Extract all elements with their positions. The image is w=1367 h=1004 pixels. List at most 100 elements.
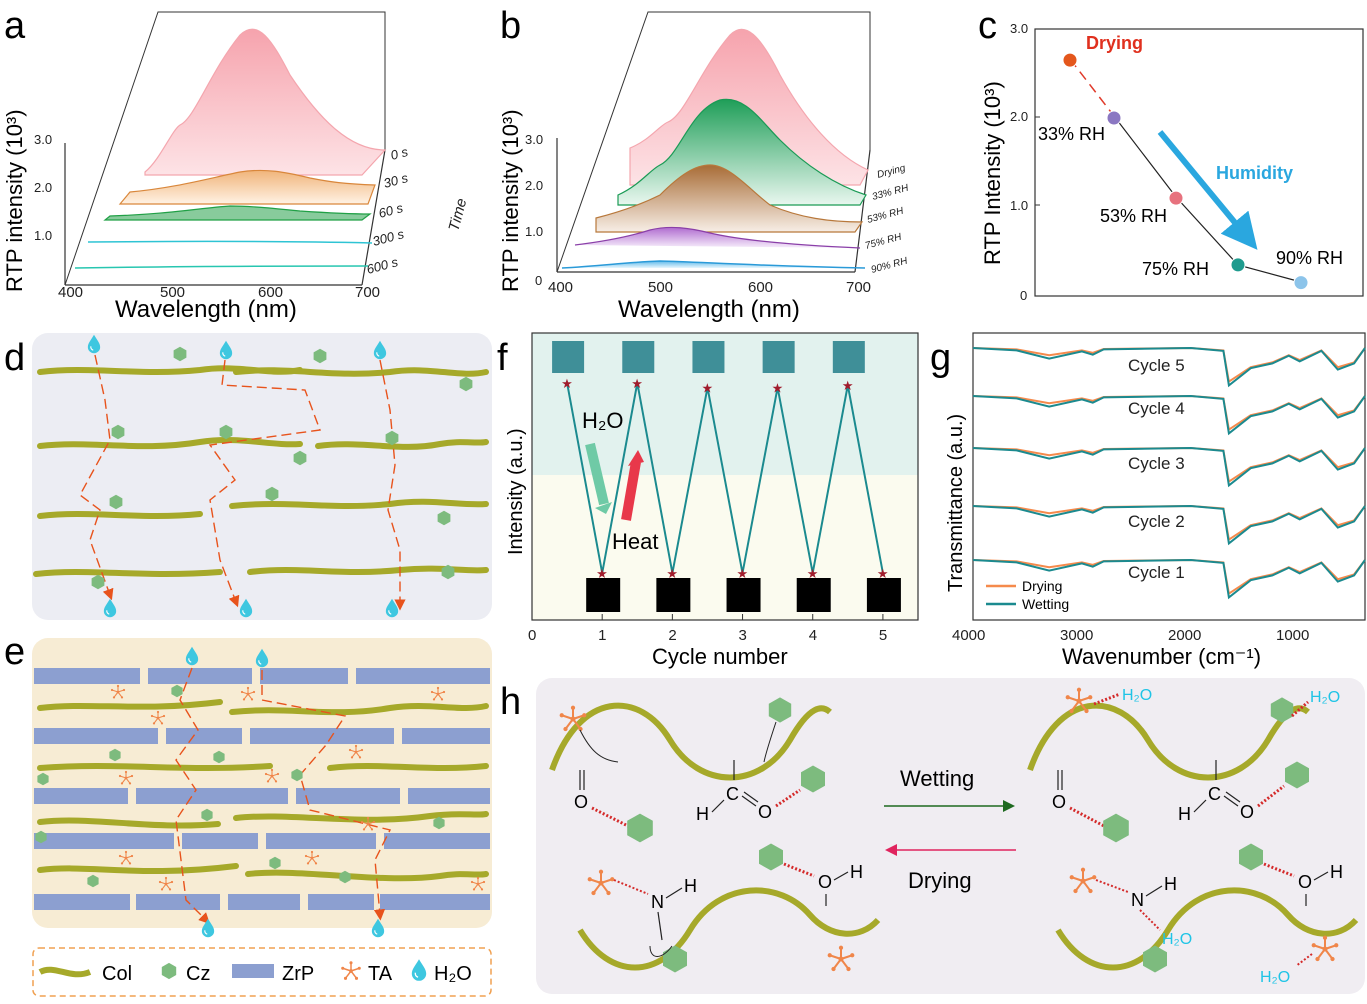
water-h-2: H₂O <box>1310 689 1340 706</box>
wetting-label-h: Wetting <box>900 766 974 791</box>
xtick-a-400: 400 <box>58 284 83 301</box>
atom-h-1: H <box>696 804 709 824</box>
trace-a-600s <box>74 265 369 269</box>
panel-c: c 0 1.0 2.0 3.0 RTP Intensity (10³) 33% … <box>978 5 1364 303</box>
annotation-humidity-c: Humidity <box>1216 163 1293 183</box>
panel-letter-d: d <box>4 337 25 379</box>
trace-a-300s <box>87 240 373 244</box>
trace-label-b-90: 90% RH <box>870 255 910 275</box>
col-icon <box>38 966 92 978</box>
sample-dark-f-5 <box>726 578 761 612</box>
spectrum-wetting-cycle-1 <box>972 558 1366 600</box>
trace-label-a-300s: 300 s <box>371 226 406 249</box>
xtick-a-500: 500 <box>160 284 185 301</box>
spectrum-wetting-cycle-3 <box>972 446 1366 488</box>
ytick-a-2: 2.0 <box>34 180 52 195</box>
atom-h-5: H <box>1164 874 1177 894</box>
star-marker-f-6: ★ <box>772 380 784 395</box>
atom-o-1: O <box>574 792 588 812</box>
trace-label-a-600s: 600 s <box>365 254 400 277</box>
ytick-b-1: 1.0 <box>525 224 543 239</box>
sample-bright-f-2 <box>622 341 655 373</box>
frame-c <box>1034 28 1364 297</box>
legend-wetting-g: Wetting <box>1022 596 1069 612</box>
sample-dark-f-3 <box>656 578 691 612</box>
atom-n-1: N <box>651 892 664 912</box>
point-label-c-1: 33% RH <box>1038 124 1105 144</box>
xtick-g-2000: 2000 <box>1168 627 1201 644</box>
annotation-drying-c: Drying <box>1086 33 1143 53</box>
star-marker-f-0: ★ <box>561 376 573 391</box>
ylabel-f: Intensity (a.u.) <box>505 428 527 555</box>
cycle-label-3: Cycle 3 <box>1128 454 1185 473</box>
point-c-3 <box>1230 257 1246 273</box>
ylabel-c: RTP Intensity (10³) <box>980 81 1005 265</box>
xtick-f-4: 4 <box>809 627 817 644</box>
trace-b-75 <box>574 226 861 249</box>
ytick-c-0: 0 <box>1020 288 1027 303</box>
point-label-c-3: 75% RH <box>1142 259 1209 279</box>
spectrum-wetting-cycle-2 <box>972 504 1366 546</box>
point-c-2 <box>1168 190 1184 206</box>
xlabel-a: Wavelength (nm) <box>115 296 297 323</box>
panel-d-background <box>32 333 492 620</box>
xtick-f-5: 5 <box>879 627 887 644</box>
heat-arrow-f <box>621 461 641 521</box>
trace-b-90 <box>561 260 866 269</box>
xtick-f-1: 1 <box>598 627 606 644</box>
frame-g <box>972 332 1366 621</box>
cycle-label-4: Cycle 4 <box>1128 399 1185 418</box>
collagen-fibers-d <box>33 365 489 577</box>
xtick-b-500: 500 <box>648 279 673 296</box>
sample-bright-f-0 <box>552 341 585 373</box>
zrp-layers-e <box>34 668 490 910</box>
box-back-b <box>556 11 871 273</box>
scheme-h-left: O H C O N H O H <box>549 697 881 973</box>
box-back-a <box>64 11 386 286</box>
panel-d: d <box>4 333 492 620</box>
heat-label-f: Heat <box>612 529 658 554</box>
ylabel-b: RTP intensity (10³) <box>498 109 523 292</box>
atom-h-2: H <box>684 876 697 896</box>
zrp-icon <box>232 964 274 978</box>
panel-letter-a: a <box>4 5 26 47</box>
xlabel-b: Wavelength (nm) <box>618 296 800 323</box>
star-marker-f-5: ★ <box>737 566 749 581</box>
spectrum-wetting-cycle-5 <box>972 346 1366 388</box>
atom-o-2: O <box>758 802 772 822</box>
point-c-4 <box>1293 275 1309 291</box>
panel-letter-f: f <box>497 337 508 379</box>
xtick-b-700: 700 <box>846 279 871 296</box>
atom-c-2: C <box>1208 784 1221 804</box>
ytick-c-2: 2.0 <box>1010 109 1028 124</box>
star-marker-f-7: ★ <box>807 566 819 581</box>
xlabel-g: Wavenumber (cm⁻¹) <box>1062 644 1261 669</box>
atom-h-6: H <box>1330 862 1343 882</box>
water-arrow-f <box>585 442 609 506</box>
trace-label-a-0s: 0 s <box>389 144 410 163</box>
xtick-f-0: 0 <box>528 627 536 644</box>
frame-f <box>531 332 919 621</box>
panel-b: b 0 1.0 2.0 3.0 400 500 600 700 Waveleng… <box>498 5 910 323</box>
legend-e-ta: TA <box>368 963 393 985</box>
ylabel-a: RTP intensity (10³) <box>2 109 27 292</box>
trace-label-b-drying: Drying <box>876 163 907 181</box>
sample-dark-f-1 <box>586 578 621 612</box>
atom-h-4: H <box>1178 804 1191 824</box>
star-marker-f-4: ★ <box>701 380 713 395</box>
intensity-line-f <box>566 382 884 574</box>
ytick-c-3: 3.0 <box>1010 21 1028 36</box>
panel-g: g Transmittance (a.u.) 4000 3000 2000 10… <box>930 332 1366 669</box>
star-marker-f-8: ★ <box>842 378 854 393</box>
xtick-b-400: 400 <box>548 279 573 296</box>
humidity-arrow-c <box>1157 130 1258 250</box>
cycle-label-2: Cycle 2 <box>1128 512 1185 531</box>
trace-label-a-30s: 30 s <box>382 170 410 191</box>
spectrum-wetting-cycle-4 <box>972 394 1366 436</box>
ytick-a-3: 3.0 <box>34 132 52 147</box>
water-paths-d <box>79 354 406 611</box>
point-label-c-4: 90% RH <box>1276 248 1343 268</box>
panel-a: a 1.0 2.0 3.0 400 500 600 700 Wavelength… <box>2 5 470 323</box>
sample-bright-f-6 <box>762 341 795 373</box>
